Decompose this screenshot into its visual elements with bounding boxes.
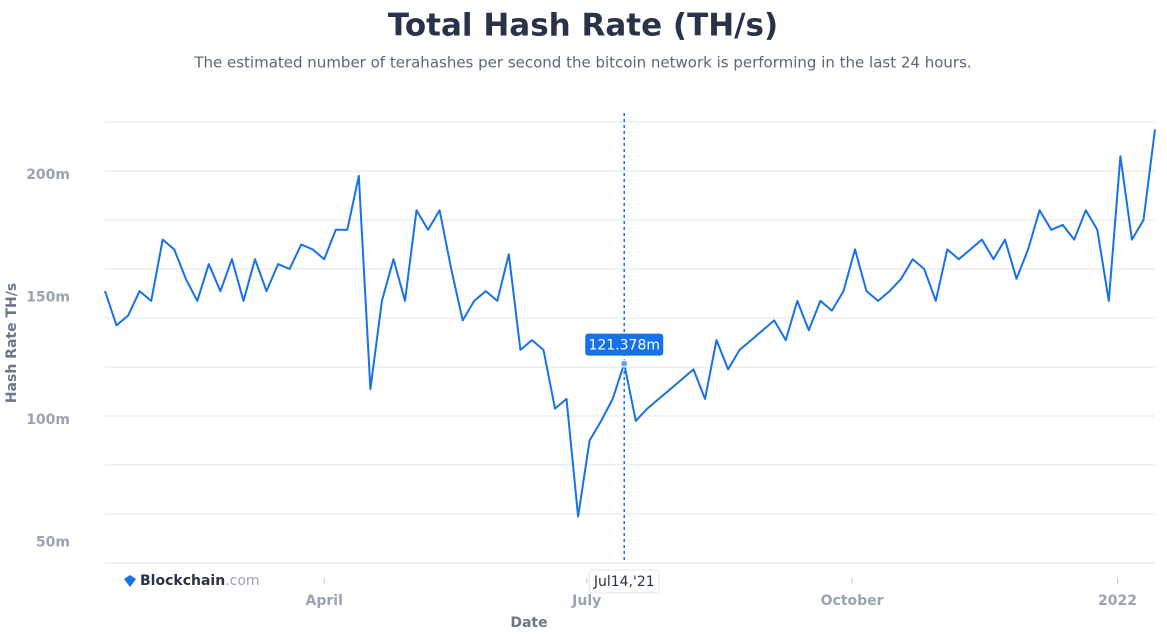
highlight-point bbox=[620, 359, 629, 368]
y-tick-label: 100m bbox=[26, 412, 70, 428]
x-tick-label: October bbox=[821, 593, 884, 609]
brand-name: Blockchain.com bbox=[140, 573, 260, 589]
line bbox=[104, 129, 1156, 518]
x-tick-label: April bbox=[306, 593, 343, 609]
y-tick-label: 150m bbox=[26, 290, 70, 306]
brand: Blockchain.com bbox=[124, 573, 260, 589]
date-tooltip-box bbox=[588, 569, 660, 594]
value-tooltip: 121.378m bbox=[588, 338, 660, 354]
chart-title: Total Hash Rate (TH/s) bbox=[388, 8, 778, 44]
y-tick-label: 50m bbox=[36, 535, 70, 551]
chart-subtitle: The estimated number of terahashes per s… bbox=[193, 54, 971, 72]
brand-icon bbox=[124, 575, 136, 587]
y-tick-label: 200m bbox=[26, 167, 70, 183]
y-axis-title: Hash Rate TH/s bbox=[4, 283, 20, 403]
x-axis-title: Date bbox=[510, 615, 547, 631]
x-tick-label: 2022 bbox=[1098, 593, 1137, 609]
value-tooltip-box bbox=[585, 333, 664, 356]
x-tick-label: July bbox=[571, 593, 601, 609]
date-tooltip: Jul14,'21 bbox=[593, 574, 655, 590]
